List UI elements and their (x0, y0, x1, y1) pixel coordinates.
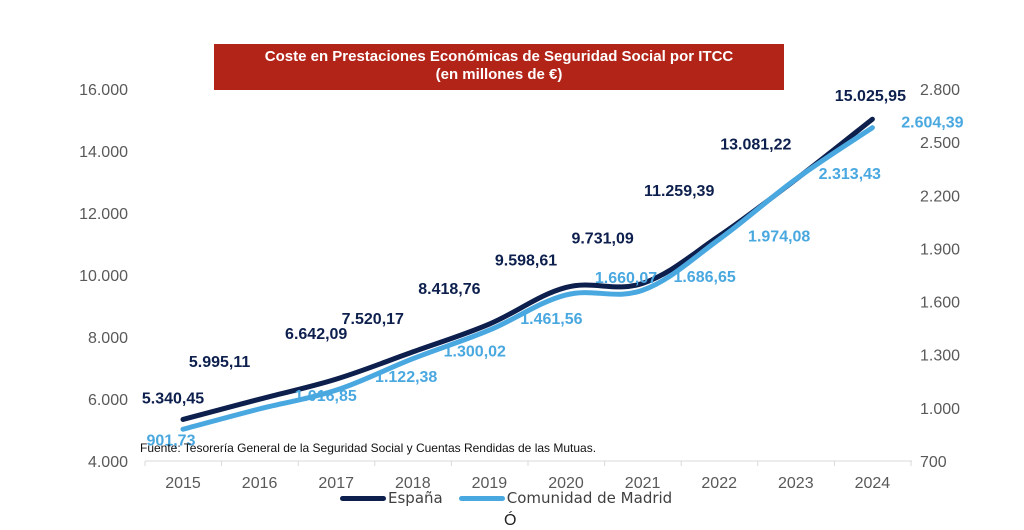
data-label-madrid: 901,73 (147, 432, 196, 449)
data-label-espana: 15.025,95 (835, 88, 906, 105)
x-tick-label: 2018 (395, 475, 431, 492)
data-label-espana: 13.081,22 (720, 136, 791, 153)
right-tick-label: 1.300 (920, 348, 960, 365)
x-tick-label: 2024 (855, 475, 891, 492)
left-tick-label: 14.000 (79, 144, 128, 161)
x-tick-label: 2019 (472, 475, 508, 492)
data-labels: 5.340,45 5.995,11 6.642,097.520,17 8.418,76… (142, 88, 964, 449)
data-label-madrid: 1.660,07 (595, 270, 657, 287)
x-tick-label: 2020 (548, 475, 584, 492)
x-tick-label: 2023 (778, 475, 814, 492)
data-label-espana: 5.340,45 (142, 390, 204, 407)
data-label-madrid: 1.122,38 (375, 369, 437, 386)
x-tick-label: 2017 (318, 475, 354, 492)
data-label-madrid: 2.313,43 (819, 166, 881, 183)
left-tick-label: 10.000 (79, 268, 128, 285)
data-label-espana: 9.598,61 (495, 252, 557, 269)
right-axis: 700 1.000 1.300 1.600 1.900 2.200 2.500 2.800 (920, 82, 960, 471)
left-tick-label: 4.000 (88, 454, 128, 471)
right-tick-label: 1.600 (920, 295, 960, 312)
right-tick-label: 2.800 (920, 82, 960, 99)
chart-title-banner: Coste en Prestaciones Económicas de Segu… (214, 44, 784, 90)
legend: España Comunidad de Madrid (340, 489, 688, 507)
data-label-espana: 7.520,17 (342, 311, 404, 328)
legend-label-espana: España (388, 489, 443, 507)
legend-item-madrid: Comunidad de Madrid (458, 489, 673, 507)
data-label-espana: 8.418,76 (418, 281, 480, 298)
right-tick-label: 2.200 (920, 188, 960, 205)
data-label-madrid: 1.686,65 (673, 269, 735, 286)
data-label-madrid: 1.300,02 (444, 344, 506, 361)
right-tick-label: 1.000 (920, 401, 960, 418)
right-tick-label: 1.900 (920, 241, 960, 258)
series-line-madrid (180, 125, 875, 432)
x-tick-label: 2021 (625, 475, 661, 492)
data-label-madrid: 1.974,08 (748, 228, 810, 245)
legend-label-madrid: Comunidad de Madrid (506, 489, 673, 507)
x-tick-label: 2015 (165, 475, 201, 492)
legend-swatch-espana (340, 495, 386, 501)
cropped-footer-text: Ó (504, 512, 517, 529)
left-axis: 4.000 6.000 8.000 10.000 12.000 14.000 16.000 (79, 82, 128, 471)
data-label-espana: 11.259,39 (644, 183, 714, 200)
left-tick-label: 12.000 (79, 206, 128, 223)
x-tick-label: 2022 (701, 475, 737, 492)
left-tick-label: 6.000 (88, 392, 128, 409)
data-label-espana: 6.642,09 (285, 326, 347, 343)
legend-swatch-madrid (458, 495, 505, 501)
right-tick-label: 700 (920, 454, 947, 471)
legend-item-espana: España (340, 489, 443, 507)
series-lines (180, 116, 875, 432)
right-tick-label: 2.500 (920, 135, 960, 152)
data-label-madrid: 2.604,39 (901, 115, 963, 132)
data-label-espana: 9.731,09 (571, 230, 633, 247)
source-note: Fuente: Tesorería General de la Segurida… (140, 441, 597, 455)
chart-title: Coste en Prestaciones Económicas de Segu… (264, 48, 734, 65)
data-label-madrid: 1.461,56 (520, 311, 582, 328)
left-tick-label: 16.000 (79, 82, 128, 99)
x-tick-label: 2016 (242, 475, 278, 492)
data-label-madrid: 1.016,85 (294, 388, 356, 405)
data-label-espana: 5.995,11 (189, 354, 251, 371)
x-axis: 2015 2016 2017 2018 2019 2020 2021 2022 2023 2024 (144, 460, 912, 492)
left-tick-label: 8.000 (88, 330, 128, 347)
chart-subtitle: (en millones de €) (435, 66, 563, 83)
